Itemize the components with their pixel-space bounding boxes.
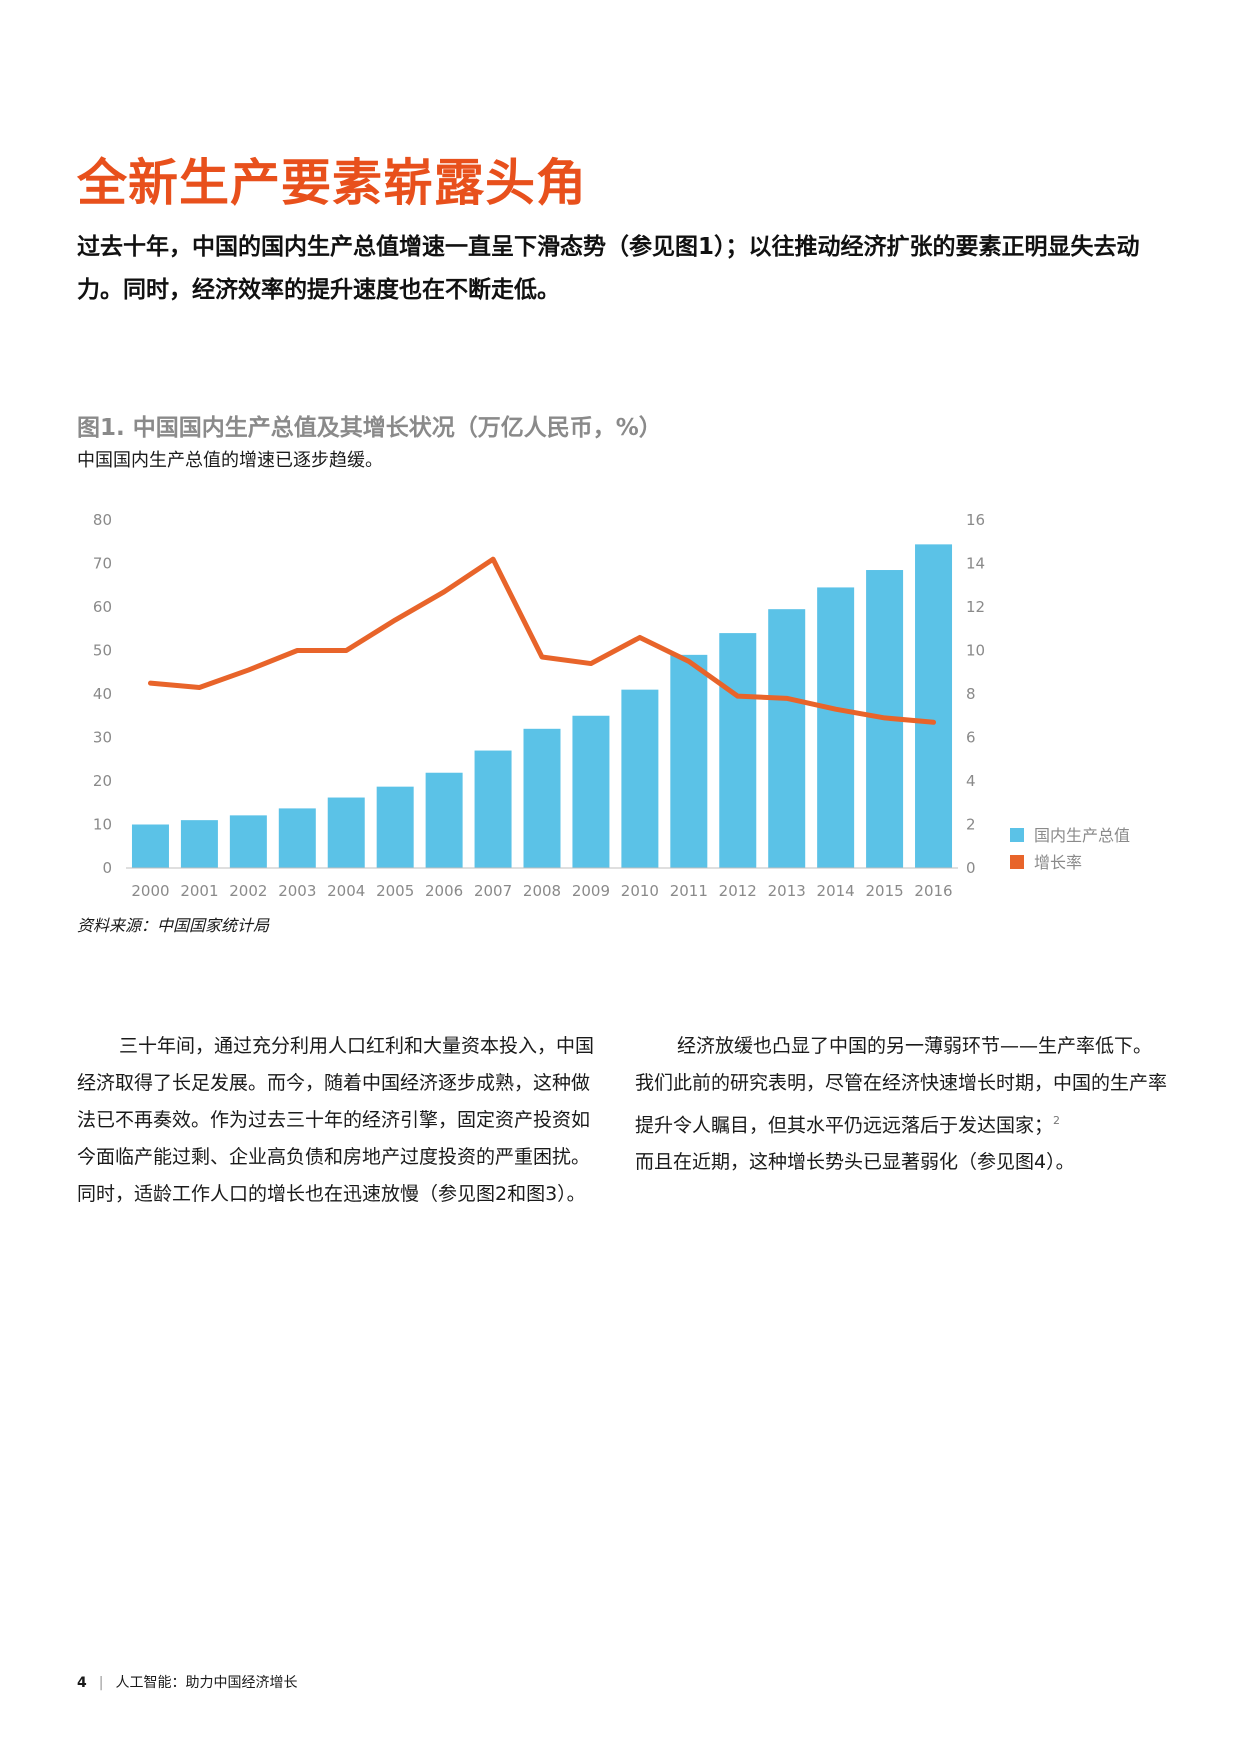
y-left-tick-label: 60 [93, 598, 112, 616]
x-tick-label: 2009 [572, 882, 610, 900]
legend-label: 国内生产总值 [1034, 826, 1130, 845]
x-tick-label: 2008 [523, 882, 561, 900]
bar-gdp [523, 728, 561, 868]
body-column-left: 三十年间，通过充分利用人口红利和大量资本投入，中国经济取得了长足发展。而今，随着… [77, 1035, 595, 1205]
x-tick-label: 2012 [719, 882, 757, 900]
bar-gdp [572, 715, 610, 868]
page-footer: 4 | 人工智能：助力中国经济增长 [77, 1672, 297, 1692]
x-tick-label: 2013 [768, 882, 806, 900]
bar-gdp [670, 654, 708, 868]
y-right-tick-label: 14 [966, 555, 985, 573]
figure-source: 资料来源：中国国家统计局 [77, 916, 270, 935]
footer-separator: | [98, 1675, 104, 1691]
bar-gdp [376, 786, 414, 868]
y-right-tick-label: 2 [966, 816, 976, 834]
bar-gdp [474, 750, 512, 868]
y-right-tick-label: 8 [966, 685, 976, 703]
y-right-tick-label: 4 [966, 772, 976, 790]
gdp-growth-chart: 0 10 20 30 40 50 60 70 80 0 2 4 6 8 10 12 14 16 2000 2001 20… [93, 511, 1130, 900]
y-left-tick-label: 80 [93, 511, 112, 529]
legend-swatch [1010, 828, 1024, 842]
footnote-ref[interactable]: 2 [1053, 1114, 1061, 1127]
figure-title: 图1. 中国国内生产总值及其增长状况（万亿人民币，%） [77, 415, 662, 441]
y-right-tick-label: 16 [966, 511, 985, 529]
y-right-tick-label: 6 [966, 729, 976, 747]
bar-gdp [327, 797, 365, 868]
bar-gdp [621, 689, 659, 868]
x-tick-label: 2007 [474, 882, 512, 900]
body-column-right-tail: 而且在近期，这种增长势头已显著弱化（参见图4）。 [635, 1151, 1075, 1174]
page-headline: 全新生产要素崭露头角 [77, 154, 587, 212]
footer-title: 人工智能：助力中国经济增长 [115, 1675, 298, 1691]
y-left-tick-label: 50 [93, 642, 112, 660]
bar-gdp [768, 609, 806, 868]
legend-swatch [1010, 855, 1024, 869]
x-tick-label: 2016 [914, 882, 952, 900]
x-tick-label: 2005 [376, 882, 414, 900]
bar-gdp [131, 824, 169, 868]
x-tick-label: 2014 [817, 882, 855, 900]
figure-subtitle: 中国国内生产总值的增速已逐步趋缓。 [77, 450, 383, 471]
x-tick-label: 2015 [865, 882, 903, 900]
x-tick-label: 2010 [621, 882, 659, 900]
x-tick-label: 2006 [425, 882, 463, 900]
bar-gdp [817, 587, 855, 868]
y-right-tick-label: 0 [966, 859, 976, 877]
body-column-right: 经济放缓也凸显了中国的另一薄弱环节——生产率低下。我们此前的研究表明，尽管在经济… [635, 1028, 1170, 1181]
y-left-tick-label: 20 [93, 772, 112, 790]
y-right-tick-label: 12 [966, 598, 985, 616]
x-tick-label: 2004 [327, 882, 365, 900]
y-left-tick-label: 70 [93, 555, 112, 573]
bar-gdp [719, 633, 757, 868]
bar-gdp [915, 544, 953, 868]
y-left-tick-label: 0 [102, 859, 112, 877]
growth-rate-line [147, 556, 937, 725]
y-left-tick-label: 10 [93, 816, 112, 834]
bar-gdp [229, 815, 267, 868]
y-left-tick-label: 30 [93, 729, 112, 747]
page-number: 4 [77, 1675, 87, 1691]
x-tick-label: 2001 [180, 882, 218, 900]
lead-paragraph: 过去十年，中国的国内生产总值增速一直呈下滑态势（参见图1）；以往推动经济扩张的要… [77, 234, 1140, 303]
body-column-right-text: 经济放缓也凸显了中国的另一薄弱环节——生产率低下。我们此前的研究表明，尽管在经济… [635, 1035, 1168, 1137]
bar-gdp [278, 808, 316, 868]
x-tick-label: 2011 [670, 882, 708, 900]
x-tick-label: 2003 [278, 882, 316, 900]
legend-label: 增长率 [1034, 853, 1082, 872]
x-tick-label: 2002 [229, 882, 267, 900]
y-left-tick-label: 40 [93, 685, 112, 703]
bar-gdp [425, 772, 463, 868]
bar-gdp [180, 820, 218, 868]
y-right-tick-label: 10 [966, 642, 985, 660]
x-tick-label: 2000 [131, 882, 169, 900]
